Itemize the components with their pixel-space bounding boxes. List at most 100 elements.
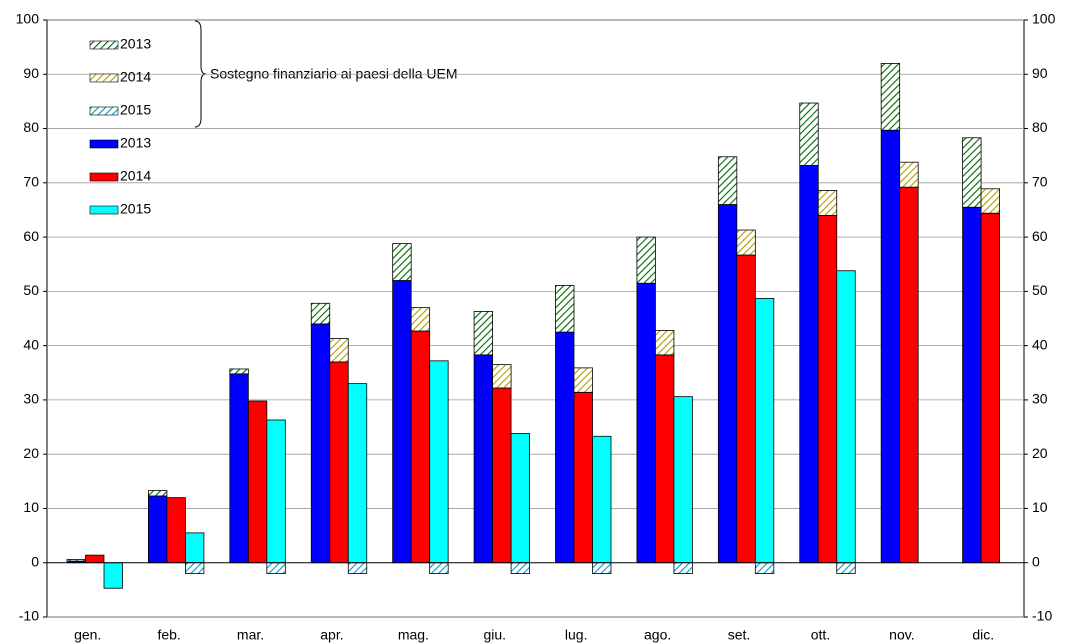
bar [148, 495, 168, 564]
y-tick-label: 30 [23, 391, 39, 407]
y2-tick-label: 20 [1032, 445, 1048, 461]
bar [817, 214, 838, 564]
legend-label: 2014 [120, 69, 151, 85]
legend-swatch [89, 172, 119, 182]
x-tick-label: gen. [74, 627, 101, 643]
y2-tick-label: 90 [1032, 65, 1048, 81]
bar [655, 354, 675, 564]
support-bar [717, 156, 738, 205]
bar [673, 396, 693, 564]
bar [899, 186, 919, 564]
bar [310, 323, 331, 564]
bar [347, 383, 368, 564]
support-bar [962, 137, 982, 208]
y-tick-label: 80 [23, 119, 39, 135]
bar [266, 419, 286, 564]
y2-tick-label: 0 [1032, 553, 1040, 569]
x-tick-label: lug. [565, 627, 588, 643]
y-tick-label: 20 [23, 445, 39, 461]
bar [980, 212, 1000, 564]
support-bar [329, 338, 349, 363]
bar [229, 373, 249, 564]
plot-area [46, 19, 1025, 618]
bar [736, 254, 756, 564]
x-tick-label: dic. [972, 627, 994, 643]
legend-swatch [89, 139, 119, 149]
support-bar [754, 562, 775, 574]
x-tick-label: apr. [320, 627, 343, 643]
bar [836, 270, 856, 564]
support-bar [899, 161, 919, 188]
bar [103, 562, 123, 589]
support-bar [836, 562, 856, 574]
y-tick-label: 0 [31, 553, 39, 569]
y2-tick-label: 80 [1032, 119, 1048, 135]
y-tick-label: 70 [23, 174, 39, 190]
bar [392, 280, 412, 564]
support-bar [799, 102, 819, 166]
annotation: Sostegno finanziario ai paesi della UEM [210, 66, 457, 82]
support-bar [392, 243, 412, 281]
legend-label: 2014 [120, 168, 151, 184]
support-bar [980, 188, 1000, 214]
bar [880, 129, 901, 564]
x-tick-label: feb. [157, 627, 180, 643]
support-bar [473, 311, 493, 356]
bar [555, 331, 575, 564]
x-tick-label: mag. [398, 627, 429, 643]
bar [185, 532, 205, 564]
bar [473, 354, 493, 564]
support-bar [510, 562, 530, 574]
support-bar [492, 364, 512, 389]
y2-tick-label: 70 [1032, 174, 1048, 190]
x-tick-label: ago. [644, 627, 671, 643]
legend-label: 2013 [120, 36, 151, 52]
support-bar [347, 562, 368, 574]
bar [962, 206, 982, 564]
support-bar [429, 562, 449, 574]
x-tick-label: set. [728, 627, 751, 643]
support-bar [310, 302, 331, 325]
support-bar [673, 562, 693, 574]
legend-label: 2013 [120, 135, 151, 151]
support-bar [410, 307, 431, 332]
bar [717, 204, 738, 564]
support-bar [655, 330, 675, 356]
bar [247, 400, 268, 564]
bar [636, 282, 656, 564]
bar [492, 387, 512, 564]
support-bar [185, 562, 205, 574]
y-tick-label: -10 [19, 608, 39, 624]
support-bar [736, 229, 756, 256]
bar [429, 360, 449, 564]
y-tick-label: 40 [23, 336, 39, 352]
y2-tick-label: -10 [1032, 608, 1052, 624]
y2-tick-label: 30 [1032, 391, 1048, 407]
x-tick-label: ott. [811, 627, 830, 643]
legend-swatch [89, 106, 119, 116]
legend-label: 2015 [120, 102, 151, 118]
support-bar [817, 190, 838, 216]
bar [329, 361, 349, 564]
bar [754, 298, 775, 564]
support-bar [266, 562, 286, 574]
bar [410, 330, 431, 564]
support-bar [229, 368, 249, 375]
legend-swatch [89, 73, 119, 83]
support-bar [66, 559, 86, 562]
support-bar [573, 367, 593, 393]
y2-tick-label: 50 [1032, 282, 1048, 298]
legend-label: 2015 [120, 201, 151, 217]
y-tick-label: 100 [16, 11, 40, 27]
y-tick-label: 10 [23, 499, 39, 515]
y2-tick-label: 60 [1032, 228, 1048, 244]
support-bar [555, 284, 575, 333]
y2-tick-label: 100 [1032, 11, 1056, 27]
support-bar [592, 562, 612, 574]
support-bar [636, 236, 656, 284]
support-bar [148, 490, 168, 497]
bar [510, 433, 530, 564]
y2-tick-label: 40 [1032, 336, 1048, 352]
y-tick-label: 90 [23, 65, 39, 81]
